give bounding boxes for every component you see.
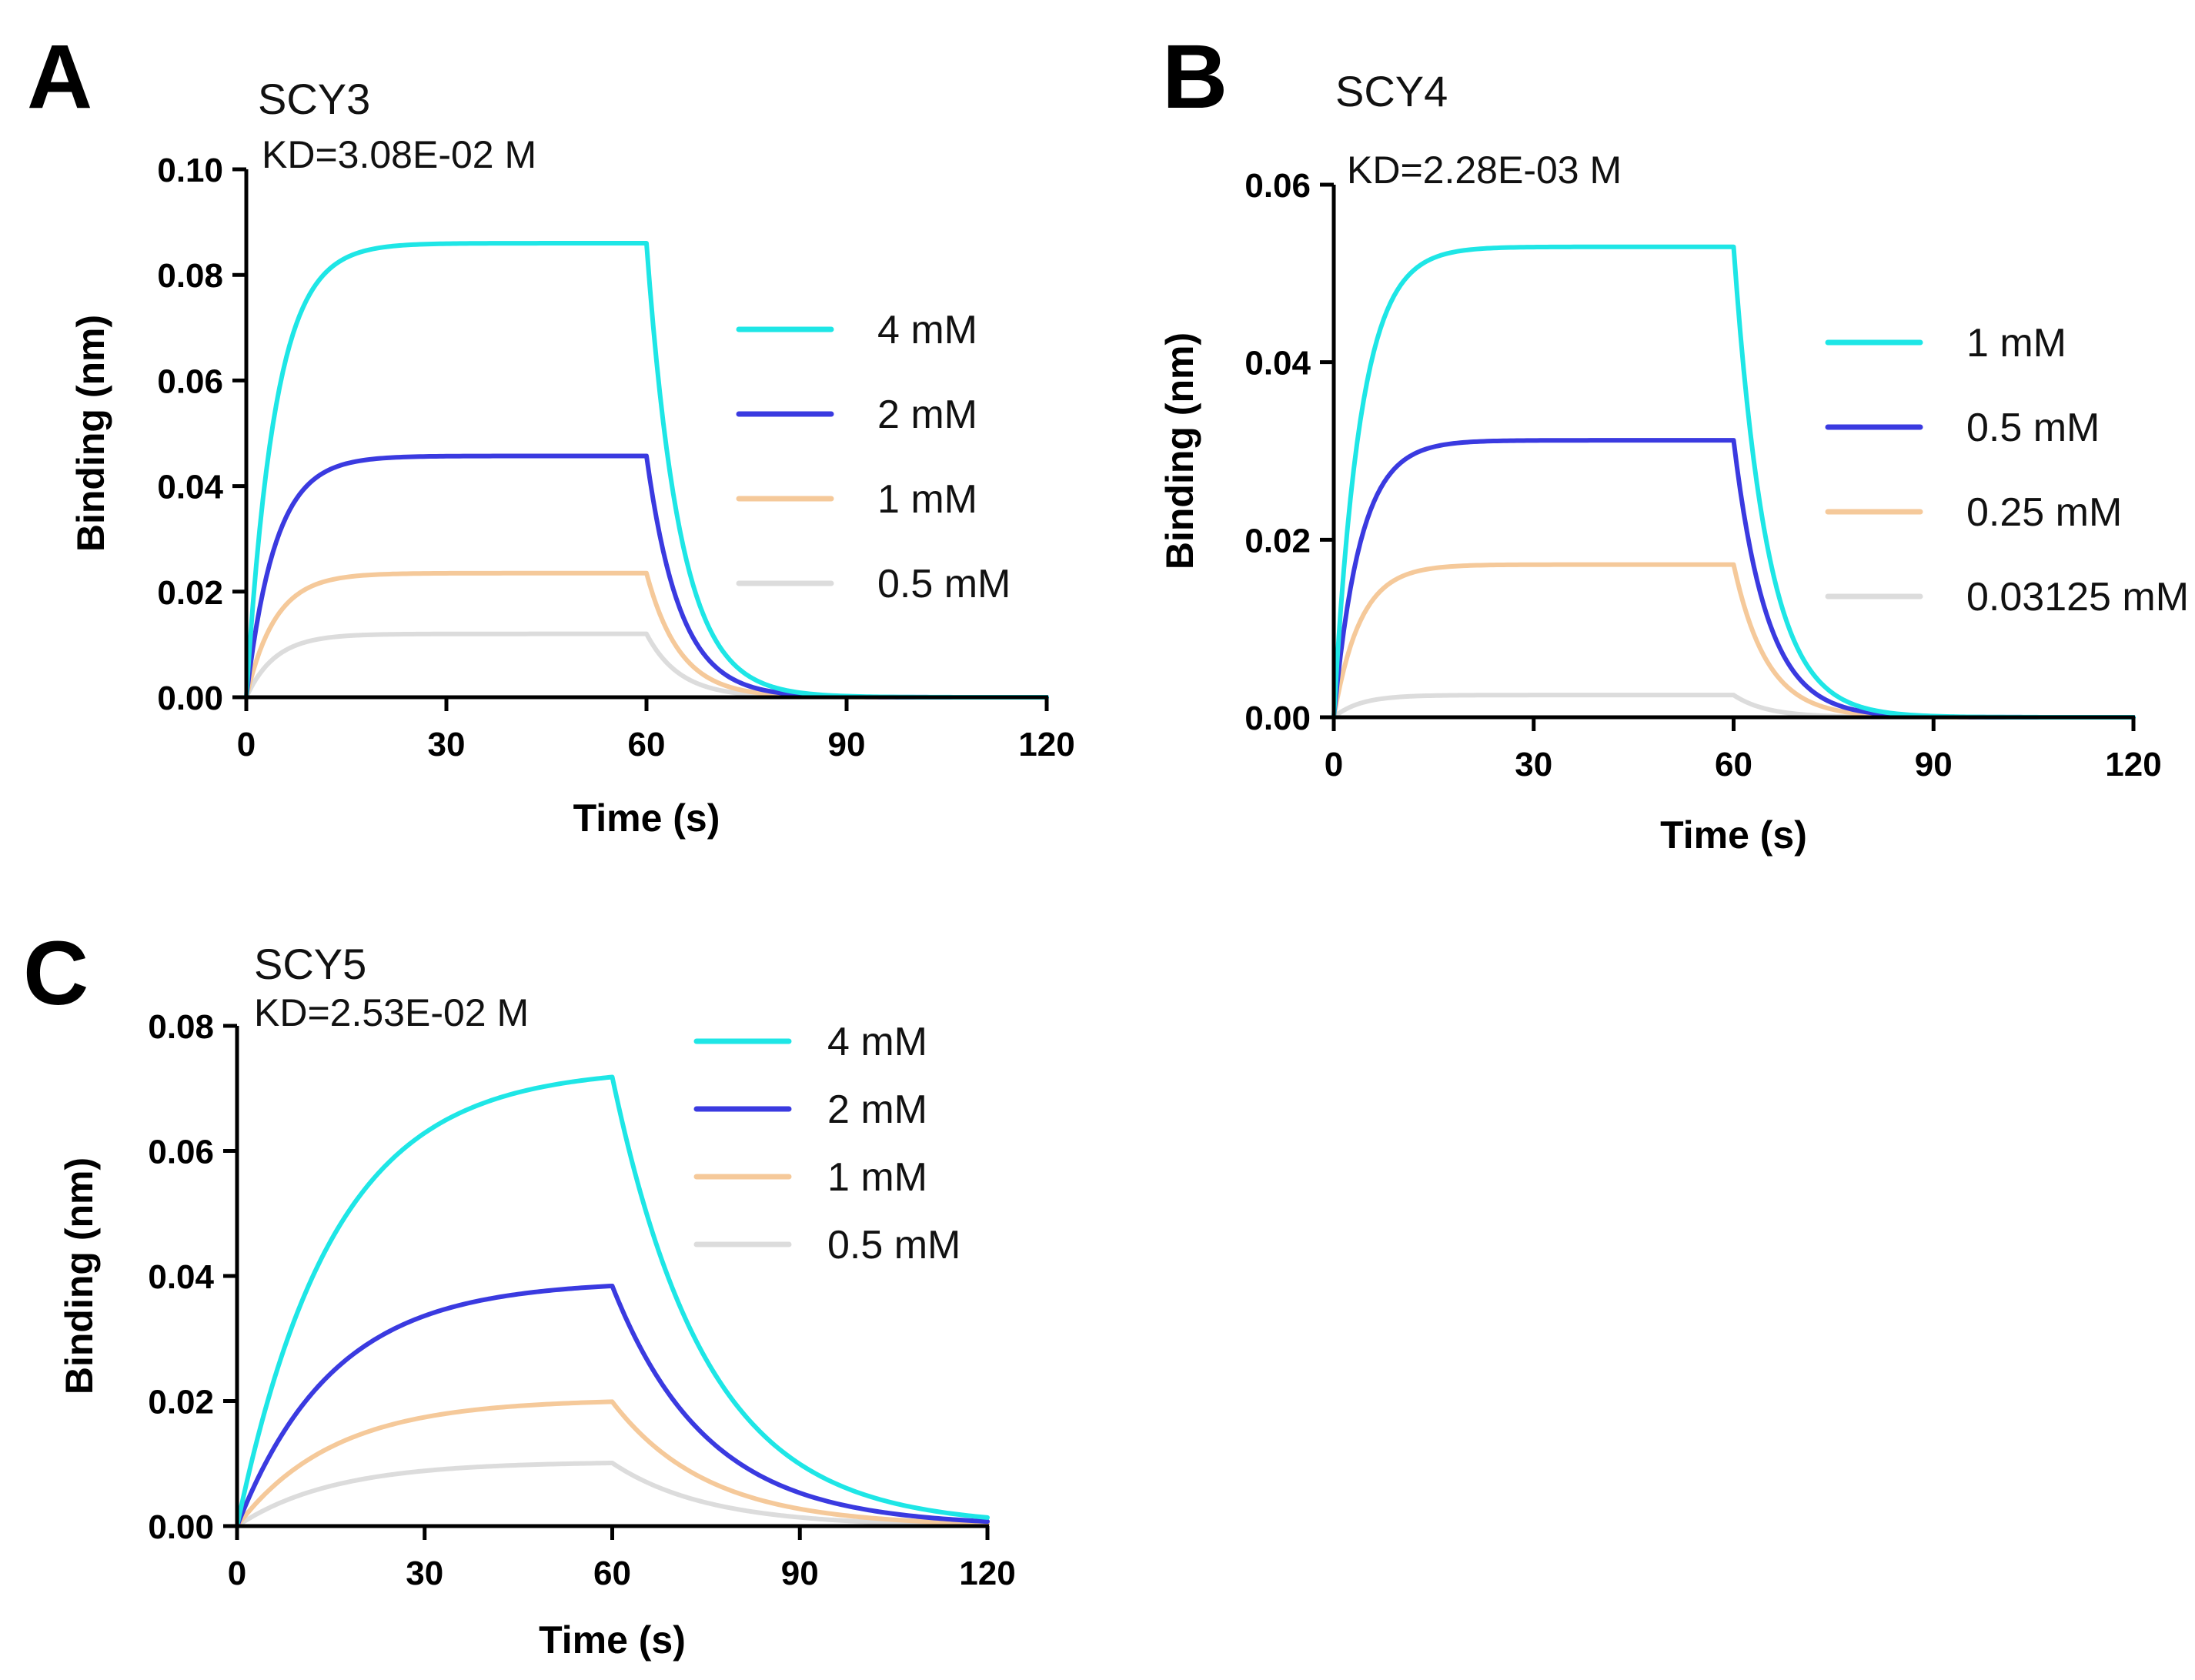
panel-a-x-tick-label: 90	[828, 726, 866, 763]
panel-c-y-axis-label: Binding (nm)	[58, 1157, 101, 1394]
panel-c-x-axis-label: Time (s)	[539, 1618, 686, 1662]
panel-c-kd-annotation: KD=2.53E-02 M	[254, 991, 529, 1034]
panel-b-legend-label: 0.5 mM	[1966, 406, 2100, 450]
panel-b-legend-label: 0.25 mM	[1966, 490, 2122, 535]
panel-c-y-tick-label: 0.08	[148, 1008, 214, 1046]
panel-c-x-tick-label: 60	[593, 1555, 631, 1592]
panel-a-kd-annotation: KD=3.08E-02 M	[262, 133, 536, 176]
panel-a-x-tick-label: 0	[237, 726, 256, 763]
panel-a-y-tick-label: 0.02	[157, 574, 223, 612]
panel-a-y-tick-label: 0.04	[157, 469, 223, 506]
panel-c-x-tick-label: 0	[228, 1555, 246, 1592]
panel-b-y-tick-label: 0.00	[1245, 700, 1311, 737]
panel-c-y-tick-label: 0.02	[148, 1384, 214, 1421]
panel-c-series-line-0.5-mm	[235, 1461, 990, 1528]
panel-a-letter: A	[27, 26, 92, 128]
panel-b-y-tick-label: 0.02	[1245, 522, 1311, 559]
panel-c-legend-label: 1 mM	[827, 1155, 927, 1200]
panel-a-x-axis-label: Time (s)	[573, 797, 720, 840]
panel-c-legend-label: 2 mM	[827, 1087, 927, 1132]
panel-a-x-tick-label: 30	[428, 726, 466, 763]
panel-b-kd-annotation: KD=2.28E-03 M	[1347, 149, 1622, 192]
panel-b-legend-label: 1 mM	[1966, 321, 2066, 366]
panel-c-title: SCY5	[254, 940, 366, 988]
panel-b-y-tick-label: 0.06	[1245, 167, 1311, 205]
panel-c-x-tick-label: 90	[781, 1555, 819, 1592]
panel-b-x-tick-label: 30	[1515, 746, 1552, 783]
panel-b-series-line-1-mm	[1331, 244, 2136, 720]
panel-c-series-line-2-mm	[235, 1283, 990, 1528]
panel-c-y-tick-label: 0.04	[148, 1258, 214, 1296]
panel-b-y-axis-label: Binding (nm)	[1158, 332, 1201, 569]
panel-a-legend: 4 mM 2 mM 1 mM 0.5 mM	[736, 308, 1011, 606]
panel-a-y-tick-label: 0.06	[157, 362, 223, 400]
panel-a-y-tick-label: 0.00	[157, 680, 223, 717]
panel-c-y-tick-label: 0.06	[148, 1134, 214, 1171]
panel-a-series-line-0.5-mm	[244, 631, 1049, 700]
panel-a-x-tick-label: 60	[628, 726, 666, 763]
panel-a-title: SCY3	[258, 75, 370, 123]
panel-b-x-tick-label: 0	[1325, 746, 1343, 783]
panel-a-x-tick-label: 120	[1018, 726, 1074, 763]
panel-c-legend: 4 mM 2 mM 1 mM 0.5 mM	[693, 1020, 961, 1268]
panel-b: B SCY4 KD=2.28E-03 M 0 30 60 90 120 0.00 0.02 0.04…	[1158, 26, 2189, 857]
panel-a-y-tick-label: 0.10	[157, 152, 223, 189]
panel-b-letter: B	[1162, 26, 1228, 128]
panel-c-letter: C	[23, 923, 89, 1024]
panel-a: A SCY3 KD=3.08E-02 M 0 30 60 90 120 0.00 0.02 0.04…	[27, 26, 1075, 840]
panel-b-x-tick-label: 60	[1715, 746, 1752, 783]
panel-b-x-tick-label: 120	[2105, 746, 2161, 783]
panel-c-y-tick-label: 0.00	[148, 1508, 214, 1546]
panel-a-legend-label: 4 mM	[877, 308, 977, 352]
panel-c-legend-label: 4 mM	[827, 1020, 927, 1064]
panel-b-x-tick-label: 90	[1915, 746, 1953, 783]
panel-b-legend: 1 mM 0.5 mM 0.25 mM 0.03125 mM	[1825, 321, 2189, 620]
panel-a-y-tick-label: 0.08	[157, 257, 223, 295]
panel-b-x-axis-label: Time (s)	[1660, 813, 1807, 857]
panel-a-legend-label: 0.5 mM	[877, 562, 1011, 606]
panel-b-title: SCY4	[1335, 67, 1448, 115]
panel-a-y-axis-label: Binding (nm)	[69, 315, 112, 552]
panel-a-legend-label: 2 mM	[877, 392, 977, 437]
panel-a-legend-label: 1 mM	[877, 477, 977, 522]
panel-b-legend-label: 0.03125 mM	[1966, 575, 2189, 620]
panel-b-y-tick-label: 0.04	[1245, 345, 1311, 382]
panel-c-series-line-1-mm	[235, 1399, 990, 1528]
panel-c-legend-label: 0.5 mM	[827, 1223, 961, 1268]
panel-b-series-line-0.03125-mm	[1331, 693, 2136, 720]
panel-c-x-tick-label: 30	[406, 1555, 443, 1592]
panel-c-series-line-4-mm	[235, 1074, 990, 1528]
panel-c-x-tick-label: 120	[959, 1555, 1015, 1592]
